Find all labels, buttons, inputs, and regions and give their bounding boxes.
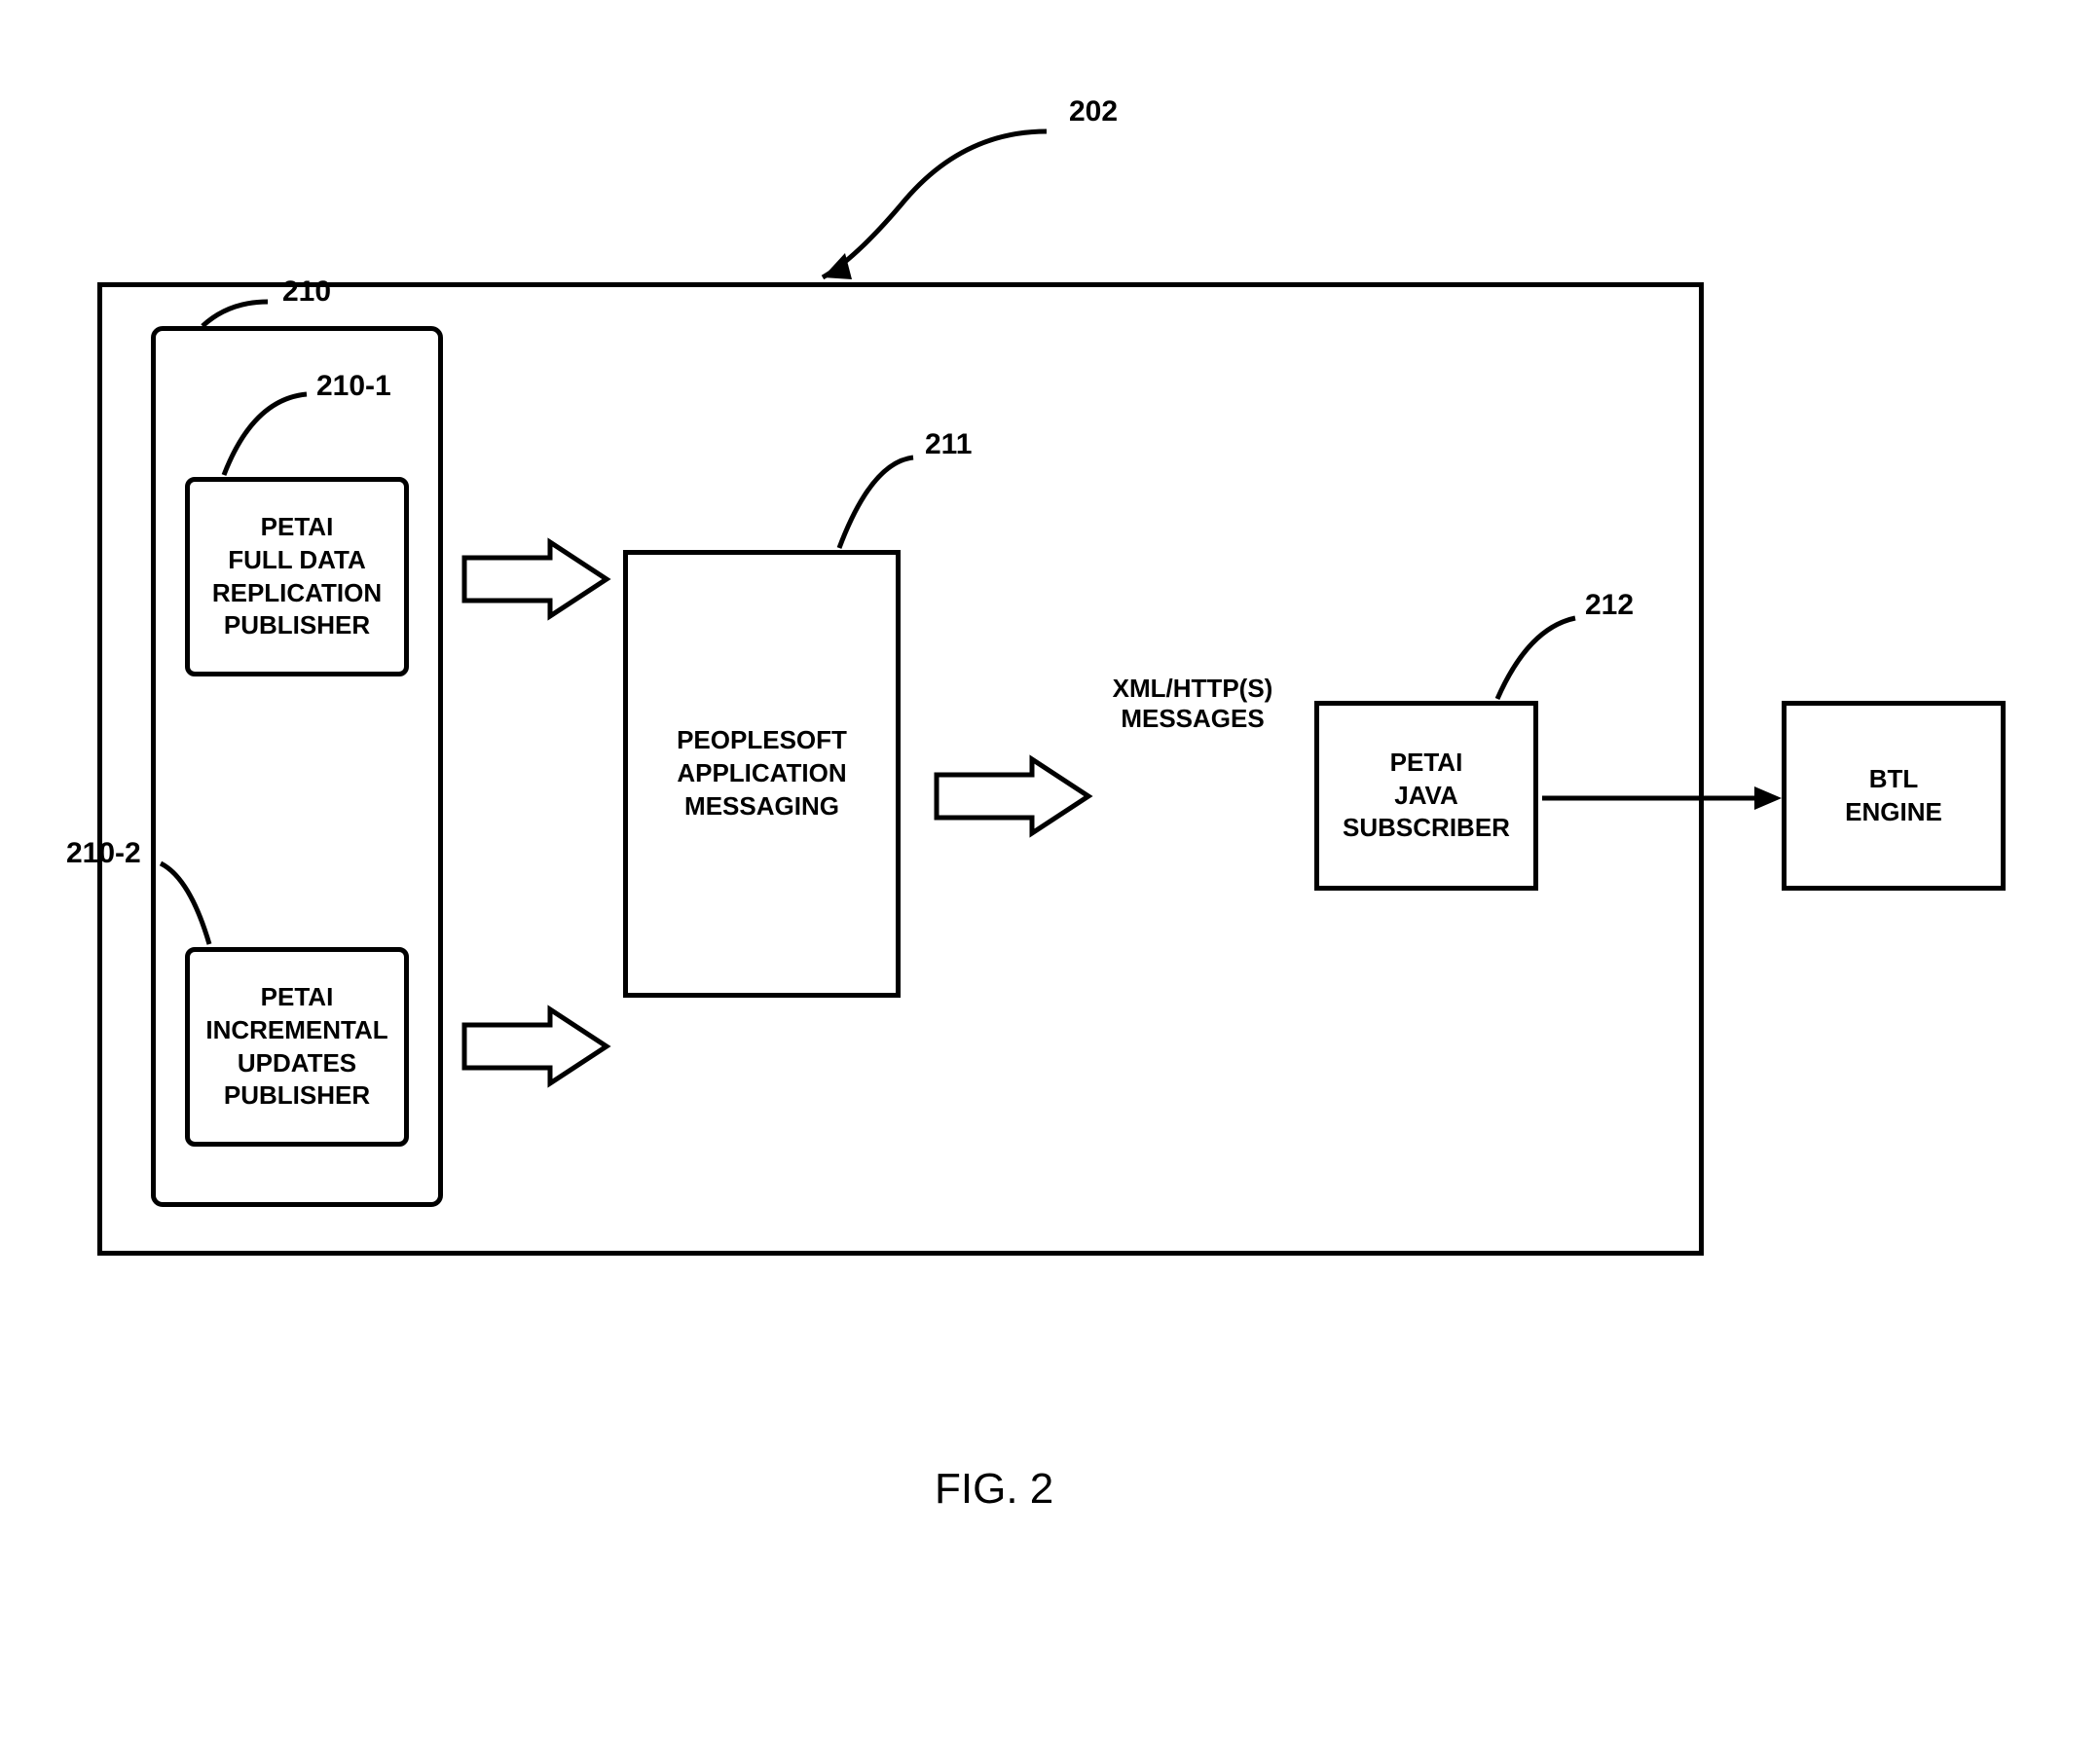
label-210: 210 <box>282 275 331 309</box>
figure-caption: FIG. 2 <box>935 1465 1053 1514</box>
messaging-text: PEOPLESOFT APPLICATION MESSAGING <box>677 724 847 822</box>
arrow-subscriber-to-btl <box>1542 779 1786 818</box>
btl-engine-box: BTL ENGINE <box>1782 701 2006 891</box>
label-211: 211 <box>925 428 972 461</box>
incremental-publisher-text: PETAI INCREMENTAL UPDATES PUBLISHER <box>205 981 387 1113</box>
btl-engine-text: BTL ENGINE <box>1845 763 1942 829</box>
xml-messages-label: XML/HTTP(S) MESSAGES <box>1086 674 1300 734</box>
leader-210 <box>195 297 292 336</box>
full-publisher-box: PETAI FULL DATA REPLICATION PUBLISHER <box>185 477 409 676</box>
leader-212 <box>1490 613 1587 706</box>
label-210-2: 210-2 <box>66 837 141 870</box>
leader-211 <box>828 453 925 555</box>
leader-210-1 <box>214 389 331 482</box>
diagram-container: 202 210 PETAI FULL DATA REPLICATION PUBL… <box>0 0 2100 1754</box>
full-publisher-text: PETAI FULL DATA REPLICATION PUBLISHER <box>212 511 382 642</box>
subscriber-box: PETAI JAVA SUBSCRIBER <box>1314 701 1538 891</box>
messaging-box: PEOPLESOFT APPLICATION MESSAGING <box>623 550 901 998</box>
incremental-publisher-box: PETAI INCREMENTAL UPDATES PUBLISHER <box>185 947 409 1147</box>
leader-202 <box>798 122 1090 287</box>
arrow-messaging-to-subscriber <box>935 757 1090 835</box>
label-210-1: 210-1 <box>316 370 391 403</box>
label-212: 212 <box>1585 589 1634 622</box>
subscriber-text: PETAI JAVA SUBSCRIBER <box>1343 747 1510 845</box>
label-202: 202 <box>1069 95 1118 128</box>
leader-210-2 <box>156 859 234 951</box>
arrow-full-to-messaging <box>462 540 608 618</box>
arrow-incremental-to-messaging <box>462 1007 608 1085</box>
